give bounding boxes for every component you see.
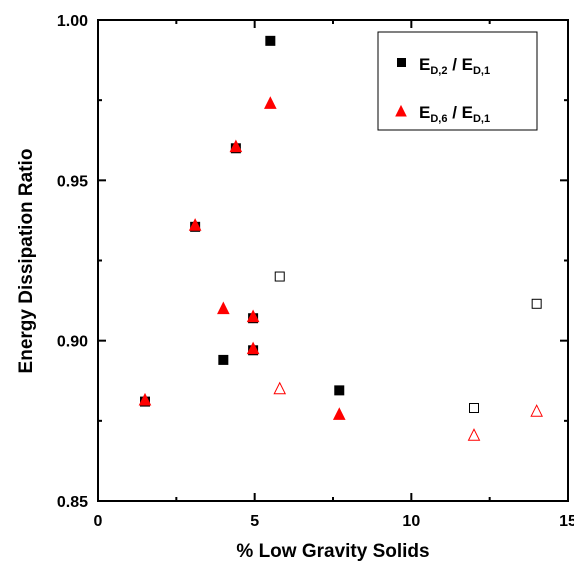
tick-labels: 0 5 10 15 0.85 0.90 0.95 1.00 (57, 13, 574, 530)
legend-label-series-1: ED,2 / ED,1 (419, 55, 490, 77)
data-point-triangle (188, 218, 202, 231)
x-tick-label: 5 (250, 513, 259, 530)
data-point-square (334, 385, 345, 396)
data-point-triangle (246, 341, 260, 355)
data-point-square-open (274, 271, 285, 282)
legend-marker-triangle (395, 104, 407, 117)
y-tick-label: 1.00 (57, 13, 88, 30)
data-point-triangle-open (273, 381, 287, 395)
data-point-triangle (332, 407, 346, 420)
data-point-square (265, 35, 276, 46)
data-markers (138, 35, 543, 441)
data-point-triangle (246, 309, 260, 323)
x-tick-label: 10 (402, 513, 420, 530)
data-point-triangle (138, 392, 152, 406)
x-axis-title: % Low Gravity Solids (236, 541, 429, 562)
data-point-triangle (217, 301, 230, 315)
axis-ticks (97, 19, 569, 502)
data-point-square (218, 354, 229, 365)
legend: ED,2 / ED,1 ED,6 / ED,1 (377, 31, 538, 131)
data-point-triangle (229, 139, 243, 153)
y-tick-label: 0.90 (57, 334, 88, 351)
legend-label-series-2: ED,6 / ED,1 (419, 103, 490, 125)
legend-marker-square (397, 58, 406, 67)
y-tick-label: 0.85 (57, 494, 88, 511)
y-tick-label: 0.95 (57, 173, 88, 190)
x-tick-label: 0 (94, 513, 103, 530)
x-tick-label: 15 (559, 513, 574, 530)
data-point-triangle-open (467, 428, 481, 441)
data-point-square-open (531, 298, 542, 309)
data-point-square-open (469, 403, 479, 414)
data-point-triangle (264, 96, 277, 109)
data-point-triangle-open (530, 404, 543, 417)
y-axis-title: Energy Dissipation Ratio (16, 149, 37, 374)
